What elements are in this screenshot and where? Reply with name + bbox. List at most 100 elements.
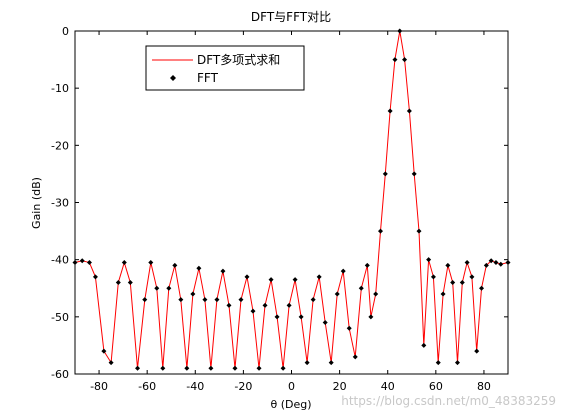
- fft-point: [416, 228, 422, 234]
- fft-point: [493, 260, 499, 266]
- fft-point: [256, 365, 262, 371]
- fft-point: [378, 228, 384, 234]
- fft-point: [184, 365, 190, 371]
- y-tick-label: 0: [62, 25, 69, 38]
- fft-point: [292, 277, 298, 283]
- fft-point: [178, 297, 184, 303]
- fft-point: [298, 314, 304, 320]
- fft-point: [142, 297, 148, 303]
- y-tick-label: -40: [51, 254, 69, 267]
- x-tick-label: 40: [381, 380, 395, 393]
- fft-point: [406, 108, 412, 114]
- fft-point: [244, 274, 250, 280]
- fft-point: [445, 262, 451, 268]
- legend-marker-swatch: [170, 75, 176, 81]
- y-tick-label: -50: [51, 311, 69, 324]
- y-tick-label: -30: [51, 197, 69, 210]
- fft-point: [101, 348, 107, 354]
- x-tick-label: 0: [288, 380, 295, 393]
- fft-point: [160, 365, 166, 371]
- x-tick-label: -20: [234, 380, 252, 393]
- fft-point: [238, 297, 244, 303]
- x-tick-label: -80: [90, 380, 108, 393]
- fft-point: [232, 365, 238, 371]
- fft-point: [450, 280, 456, 286]
- fft-point: [135, 365, 141, 371]
- fft-point: [262, 302, 268, 308]
- fft-point: [392, 57, 398, 63]
- fft-point: [474, 348, 480, 354]
- fft-point: [166, 285, 172, 291]
- fft-point: [208, 365, 214, 371]
- x-tick-label: -60: [138, 380, 156, 393]
- fft-point: [280, 365, 286, 371]
- x-tick-label: 60: [429, 380, 443, 393]
- fft-point: [346, 325, 352, 331]
- fft-point: [382, 171, 388, 177]
- fft-point: [304, 360, 310, 366]
- legend-item-dft: DFT多项式求和: [197, 53, 280, 67]
- fft-point: [364, 262, 370, 268]
- y-axis-label: Gain (dB): [30, 177, 43, 229]
- fft-point: [316, 274, 322, 280]
- fft-point: [488, 258, 494, 264]
- fft-point: [411, 171, 417, 177]
- watermark: https://blog.csdn.net/m0_48383259: [341, 394, 556, 408]
- fft-point: [250, 308, 256, 314]
- fft-point: [402, 57, 408, 63]
- fft-point: [479, 285, 485, 291]
- fft-point: [108, 360, 114, 366]
- fft-point: [196, 265, 202, 271]
- fft-point: [220, 268, 226, 274]
- fft-point: [483, 262, 489, 268]
- x-axis-label: θ (Deg): [270, 398, 311, 411]
- fft-point: [190, 291, 196, 297]
- fft-point: [322, 320, 328, 326]
- fft-point: [172, 262, 178, 268]
- fft-point: [92, 274, 98, 280]
- fft-point: [226, 302, 232, 308]
- fft-point: [373, 291, 379, 297]
- fft-point: [286, 302, 292, 308]
- y-tick-label: -10: [51, 82, 69, 95]
- fft-point: [464, 260, 470, 266]
- fft-point: [310, 297, 316, 303]
- fft-point: [202, 297, 208, 303]
- fft-point: [214, 297, 220, 303]
- fft-point: [387, 108, 393, 114]
- series-layer: [72, 28, 511, 371]
- x-tick-label: 80: [477, 380, 491, 393]
- y-tick-label: -60: [51, 368, 69, 381]
- fft-point: [440, 291, 446, 297]
- legend: DFT多项式求和 FFT: [145, 45, 305, 91]
- fft-point: [268, 277, 274, 283]
- fft-point: [498, 261, 504, 267]
- legend-item-fft: FFT: [197, 71, 219, 85]
- fft-point: [435, 360, 441, 366]
- x-tick-label: -40: [186, 380, 204, 393]
- legend-box: [145, 45, 305, 91]
- fft-point: [121, 260, 127, 266]
- fft-point: [340, 268, 346, 274]
- chart-title: DFT与FFT对比: [251, 10, 331, 24]
- fft-point: [274, 314, 280, 320]
- fft-point: [430, 274, 436, 280]
- fft-point: [469, 274, 475, 280]
- fft-point: [421, 342, 427, 348]
- fft-point: [368, 314, 374, 320]
- fft-point: [328, 360, 334, 366]
- fft-point: [459, 280, 465, 286]
- x-tick-label: 20: [333, 380, 347, 393]
- fft-point: [148, 260, 154, 266]
- fft-point: [127, 280, 133, 286]
- fft-point: [79, 258, 85, 264]
- fft-point: [358, 285, 364, 291]
- fft-point: [426, 257, 432, 263]
- y-tick-label: -20: [51, 139, 69, 152]
- fft-point: [454, 360, 460, 366]
- fft-point: [352, 354, 358, 360]
- fft-point: [154, 285, 160, 291]
- fft-point: [86, 260, 92, 266]
- fft-point: [115, 280, 121, 286]
